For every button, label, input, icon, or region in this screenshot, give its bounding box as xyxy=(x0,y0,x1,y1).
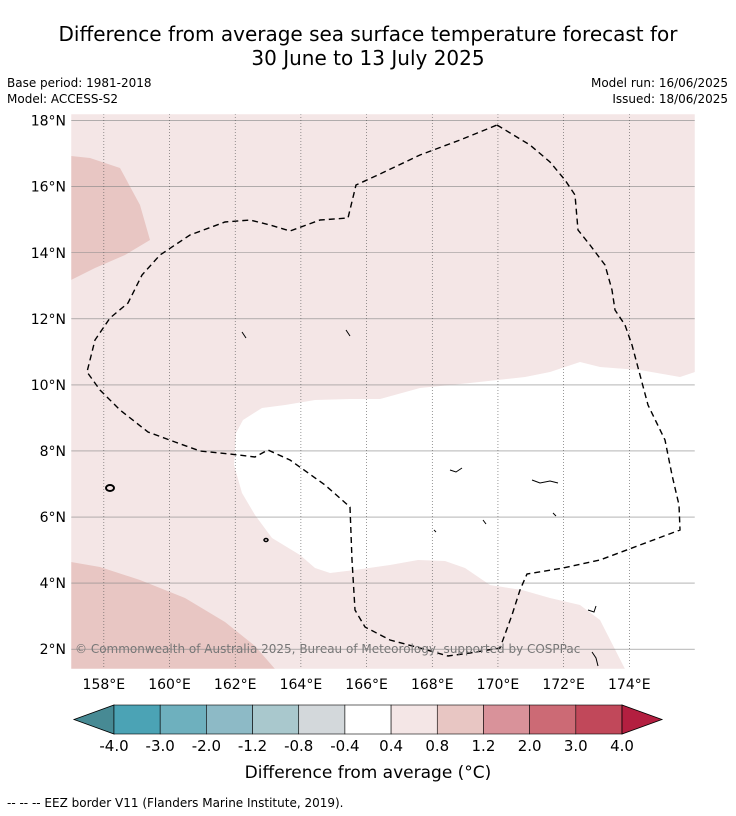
colorbar-tick-label: 3.0 xyxy=(564,737,588,755)
lat-tick-label: 14°N xyxy=(31,246,66,262)
map-frame xyxy=(70,113,696,670)
colorbar-tick-label: 2.0 xyxy=(518,737,542,755)
lon-tick-label: 170°E xyxy=(477,677,520,693)
lat-tick-label: 18°N xyxy=(31,114,66,130)
title-line-1: Difference from average sea surface temp… xyxy=(58,22,678,46)
title-line-2: 30 June to 13 July 2025 xyxy=(251,46,485,70)
colorbar-swatch xyxy=(529,704,577,735)
lon-tick-label: 160°E xyxy=(148,677,191,693)
colorbar-swatch xyxy=(252,704,300,735)
colorbar-swatch xyxy=(113,704,161,735)
longitude-tick-labels: 158°E 160°E 162°E 164°E 166°E 168°E 170°E 172°E… xyxy=(83,677,651,693)
colorbar-swatch xyxy=(483,704,530,735)
colorbar: -4.0 -3.0 -2.0 -1.2 -0.8 -0.4 0.4 0.8 1.2 2.0 3.0 4… xyxy=(72,704,664,755)
colorbar-tick-label: -0.4 xyxy=(330,737,359,755)
model-run: Model run: 16/06/2025 xyxy=(590,76,728,90)
lon-tick-label: 166°E xyxy=(345,677,388,693)
colorbar-extend-low xyxy=(72,704,115,735)
colorbar-title: Difference from average (°C) xyxy=(244,763,492,783)
lon-tick-label: 158°E xyxy=(83,677,126,693)
lon-tick-label: 168°E xyxy=(411,677,454,693)
base-period: Base period: 1981-2018 xyxy=(7,76,152,90)
lat-tick-label: 8°N xyxy=(40,444,66,460)
lat-tick-label: 6°N xyxy=(40,510,66,526)
colorbar-tick-label: -1.2 xyxy=(238,737,267,755)
colorbar-tick-label: 0.8 xyxy=(425,737,449,755)
lon-tick-label: 164°E xyxy=(280,677,323,693)
model-name: Model: ACCESS-S2 xyxy=(7,92,119,106)
colorbar-swatch xyxy=(298,704,346,735)
lon-tick-label: 174°E xyxy=(608,677,651,693)
lat-tick-label: 10°N xyxy=(31,378,66,394)
colorbar-tick-label: 0.4 xyxy=(379,737,403,755)
lon-tick-label: 162°E xyxy=(214,677,257,693)
eez-border xyxy=(86,124,681,657)
colorbar-swatch xyxy=(575,704,623,735)
colorbar-tick-label: -0.8 xyxy=(284,737,313,755)
lon-tick-label: 172°E xyxy=(542,677,585,693)
colorbar-swatch xyxy=(206,704,253,735)
colorbar-tick-label: -2.0 xyxy=(192,737,221,755)
meta-left: Base period: 1981-2018 Model: ACCESS-S2 xyxy=(7,75,152,107)
issued-date: Issued: 18/06/2025 xyxy=(612,92,728,106)
latitude-tick-labels: 2°N 4°N 6°N 8°N 10°N 12°N 14°N 16°N 18°N xyxy=(31,114,66,659)
map-gridlines xyxy=(71,114,695,669)
eez-footnote: -- -- -- EEZ border V11 (Flanders Marine… xyxy=(7,796,344,810)
colorbar-tick-label: 1.2 xyxy=(472,737,496,755)
meta-right: Model run: 16/06/2025 Issued: 18/06/2025 xyxy=(591,75,728,107)
colorbar-swatch xyxy=(436,704,484,735)
anomaly-neutral-region xyxy=(234,362,695,669)
island-coastlines xyxy=(105,329,599,667)
lat-tick-label: 4°N xyxy=(40,576,66,592)
anomaly-0.8-1.2-region-southwest xyxy=(71,562,275,669)
colorbar-extend-high xyxy=(621,704,664,735)
colorbar-swatch xyxy=(159,704,207,735)
colorbar-swatch xyxy=(344,704,392,735)
map-area xyxy=(71,114,695,669)
lat-tick-label: 2°N xyxy=(40,642,66,658)
anomaly-0.8-1.2-region-northwest xyxy=(71,156,150,280)
copyright-text: © Commonwealth of Australia 2025, Bureau… xyxy=(75,642,580,656)
colorbar-swatch xyxy=(390,704,438,735)
colorbar-tick-label: 4.0 xyxy=(610,737,634,755)
colorbar-tick-label: -3.0 xyxy=(146,737,175,755)
lat-tick-label: 16°N xyxy=(31,180,66,196)
map-svg: © Commonwealth of Australia 2025, Bureau… xyxy=(31,113,696,755)
chart-title: Difference from average sea surface temp… xyxy=(0,22,736,70)
lat-tick-label: 12°N xyxy=(31,312,66,328)
colorbar-tick-label: -4.0 xyxy=(99,737,128,755)
